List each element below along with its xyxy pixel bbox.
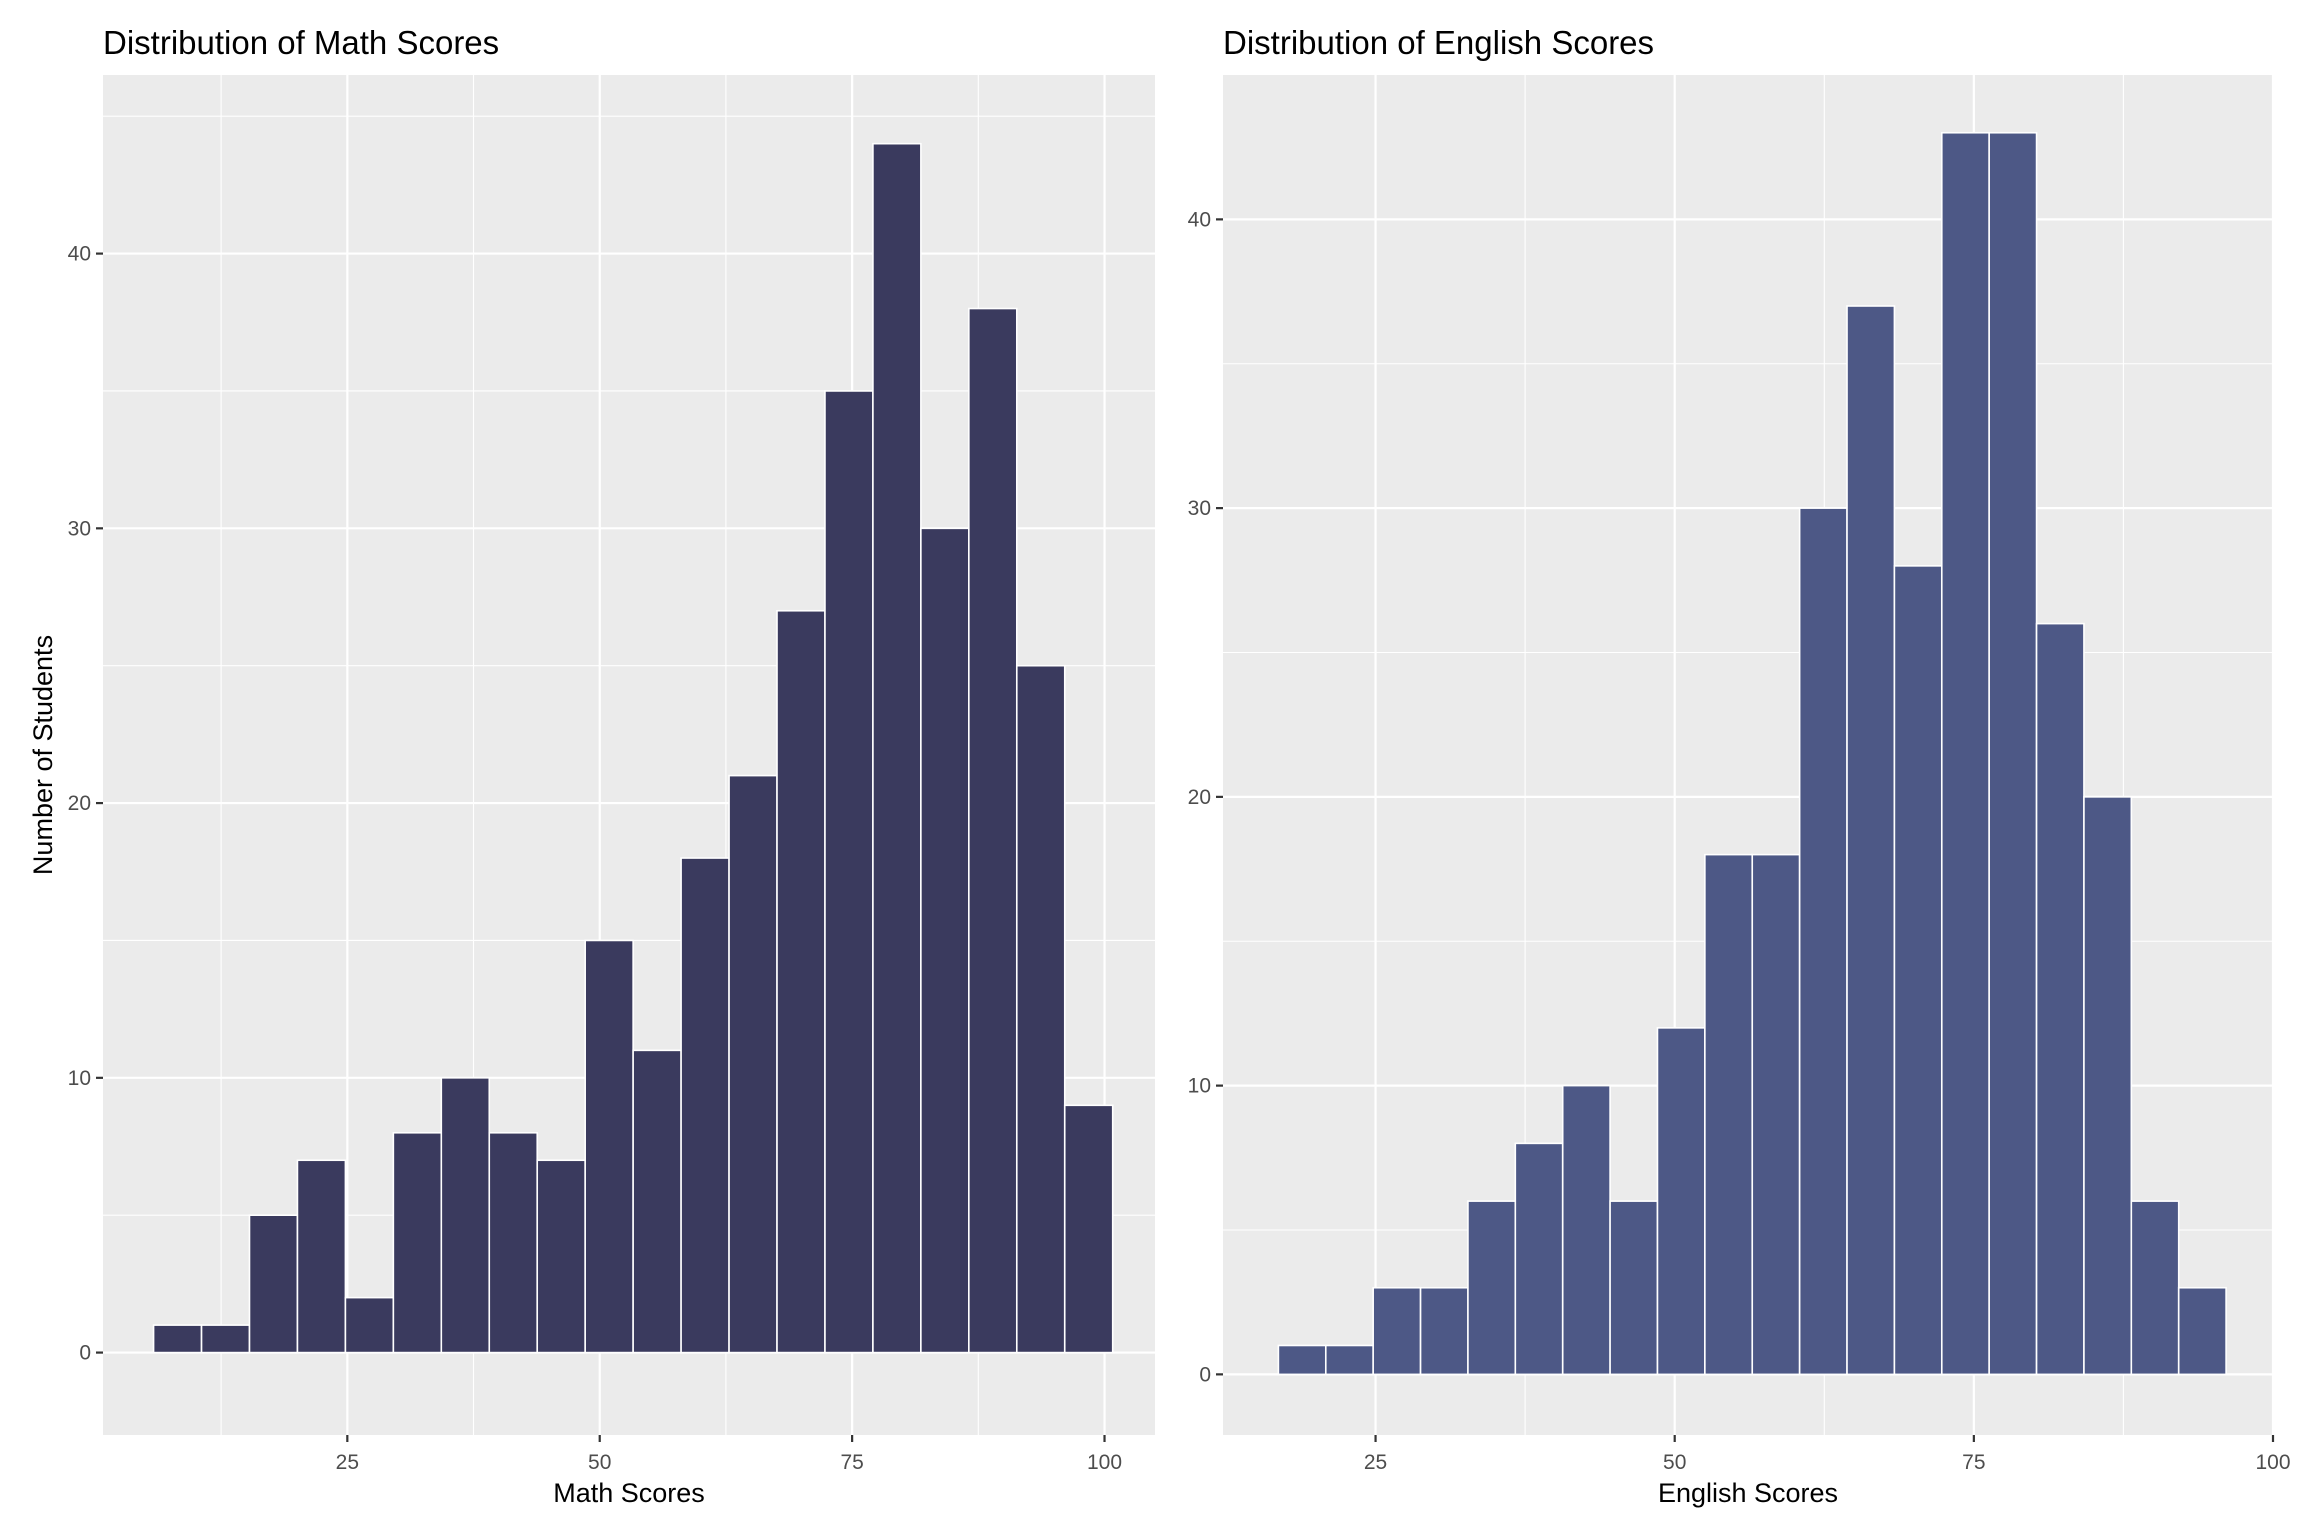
x-tick-label: 75: [1962, 1451, 1985, 1474]
x-tick-label: 50: [1663, 1451, 1686, 1474]
english-bar: [1419, 1286, 1469, 1376]
math-bar: [680, 857, 730, 1354]
y-tick-label: 30: [68, 517, 91, 540]
math-chart-title: Distribution of Math Scores: [103, 24, 499, 61]
math-bar: [536, 1159, 586, 1354]
y-tick-label: 0: [79, 1342, 91, 1365]
x-tick-label: 25: [336, 1451, 359, 1474]
math-bar: [584, 939, 634, 1354]
math-bar: [488, 1131, 539, 1354]
english-bar: [1277, 1344, 1327, 1376]
english-x-axis: 25 50 75 100: [1364, 1435, 2291, 1474]
y-tick-label: 0: [1199, 1363, 1211, 1386]
math-bar: [440, 1077, 491, 1354]
y-tick-label: 30: [1188, 497, 1211, 520]
english-bar: [1656, 1027, 1706, 1376]
english-bar: [2035, 622, 2085, 1376]
x-tick-label: 75: [840, 1451, 863, 1474]
math-bar: [152, 1324, 203, 1354]
math-bars: [152, 142, 1114, 1354]
math-x-axis: 25 50 75 100: [336, 1435, 1122, 1474]
math-chart: Distribution of Math Scores 0 10 20 30 40 25…: [28, 24, 1155, 1508]
english-bar: [2130, 1200, 2180, 1376]
english-bar: [1467, 1200, 1517, 1376]
x-tick-label: 100: [1087, 1451, 1122, 1474]
english-bar: [1372, 1286, 1422, 1376]
y-tick-label: 10: [68, 1067, 91, 1090]
math-bar: [248, 1214, 299, 1354]
math-bar: [632, 1049, 682, 1354]
math-bar: [968, 307, 1018, 1354]
math-bar: [872, 142, 922, 1354]
math-bar: [392, 1131, 443, 1354]
x-tick-label: 25: [1364, 1451, 1387, 1474]
y-axis-title: Number of Students: [28, 635, 58, 875]
english-bar: [1561, 1084, 1611, 1376]
english-x-axis-title: English Scores: [1658, 1478, 1838, 1508]
english-bar: [1704, 853, 1754, 1376]
english-bar: [1798, 507, 1848, 1376]
y-tick-label: 40: [1188, 208, 1211, 231]
english-bar: [1893, 565, 1943, 1376]
english-bar: [1940, 131, 1990, 1376]
math-bar: [1015, 664, 1066, 1354]
english-bar: [2177, 1286, 2227, 1376]
x-tick-label: 100: [2255, 1451, 2290, 1474]
math-bar: [344, 1296, 395, 1354]
y-tick-label: 20: [1188, 786, 1211, 809]
english-chart-title: Distribution of English Scores: [1223, 24, 1654, 61]
math-y-axis: 0 10 20 30 40: [68, 243, 103, 1365]
math-bar: [296, 1159, 347, 1354]
y-tick-label: 10: [1188, 1075, 1211, 1098]
y-tick-label: 20: [68, 792, 91, 815]
math-bar: [776, 609, 826, 1354]
y-tick-label: 40: [68, 243, 91, 266]
english-bar: [1846, 305, 1896, 1376]
math-bar: [728, 774, 778, 1354]
math-bar: [200, 1324, 251, 1354]
english-y-axis: 0 10 20 30 40: [1188, 208, 1223, 1386]
x-tick-label: 50: [588, 1451, 611, 1474]
english-bar: [1609, 1200, 1659, 1376]
math-bar: [824, 390, 874, 1354]
english-bar: [1988, 131, 2038, 1376]
math-bar: [1063, 1104, 1114, 1354]
math-x-axis-title: Math Scores: [553, 1478, 705, 1508]
english-bars: [1277, 131, 2227, 1376]
math-bar: [920, 527, 970, 1354]
english-bar: [1514, 1142, 1564, 1376]
english-bar: [1324, 1344, 1374, 1376]
english-bar: [2083, 796, 2133, 1376]
english-chart: Distribution of English Scores 0 10 20 30 40…: [1188, 24, 2291, 1508]
english-bar: [1751, 853, 1801, 1376]
